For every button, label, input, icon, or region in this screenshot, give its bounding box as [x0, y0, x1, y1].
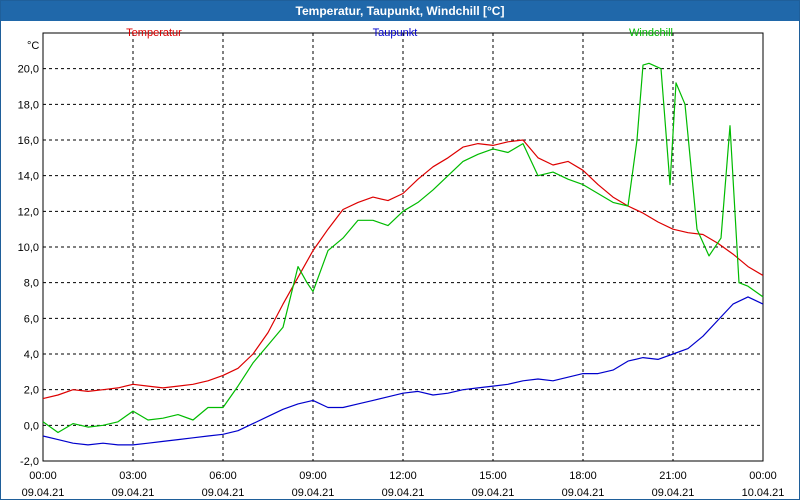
- y-tick-label: 16,0: [18, 135, 39, 147]
- x-tick-date-label: 09.04.21: [292, 487, 335, 499]
- x-tick-time-label: 06:00: [209, 470, 237, 482]
- y-tick-label: 12,0: [18, 206, 39, 218]
- series-line-temperatur: [42, 139, 764, 400]
- legend-temperatur: Temperatur: [126, 27, 182, 39]
- x-tick-date-label: 09.04.21: [472, 487, 515, 499]
- x-tick-date-label: 09.04.21: [112, 487, 155, 499]
- x-tick-date-label: 10.04.21: [742, 487, 785, 499]
- x-tick-time-label: 21:00: [659, 470, 687, 482]
- y-tick-label: 6,0: [24, 313, 39, 325]
- series-group: [42, 62, 764, 446]
- series-line-windchill: [42, 62, 764, 434]
- series-line-taupunkt: [42, 296, 764, 446]
- x-tick-time-label: 09:00: [299, 470, 327, 482]
- chart-canvas: °C Temperatur Taupunkt Windchill -2,0 0,0 2,…: [18, 27, 785, 499]
- x-tick-time-label: 03:00: [119, 470, 147, 482]
- x-tick-date-label: 09.04.21: [202, 487, 245, 499]
- y-axis: -2,0 0,0 2,0 4,0 6,0 8,0 10,0 12,0 14,0 16,0 18,0 2…: [18, 64, 39, 468]
- plot-area: [42, 32, 764, 462]
- x-tick-time-label: 12:00: [389, 470, 417, 482]
- x-tick-time-label: 00:00: [749, 470, 777, 482]
- y-tick-label: 2,0: [24, 385, 39, 397]
- y-tick-label: 20,0: [18, 64, 39, 76]
- x-tick-time-label: 18:00: [569, 470, 597, 482]
- legend: Temperatur Taupunkt Windchill: [126, 27, 673, 39]
- x-tick-date-label: 09.04.21: [382, 487, 425, 499]
- x-axis: 00:00 09.04.21 03:00 09.04.21 06:00 09.04.21 0…: [22, 470, 785, 499]
- y-tick-label: 10,0: [18, 242, 39, 254]
- legend-taupunkt: Taupunkt: [373, 27, 418, 39]
- grid: [43, 33, 763, 462]
- x-tick-date-label: 09.04.21: [562, 487, 605, 499]
- chart-title: Temperatur, Taupunkt, Windchill [°C]: [1, 1, 799, 21]
- y-axis-unit: °C: [27, 40, 39, 52]
- y-tick-label: 4,0: [24, 349, 39, 361]
- y-tick-label: 14,0: [18, 171, 39, 183]
- legend-windchill: Windchill: [629, 27, 673, 39]
- y-tick-label: 0,0: [24, 420, 39, 432]
- x-tick-date-label: 09.04.21: [652, 487, 695, 499]
- x-tick-time-label: 15:00: [479, 470, 507, 482]
- y-tick-label: 18,0: [18, 99, 39, 111]
- x-tick-time-label: 00:00: [29, 470, 57, 482]
- y-tick-label: 8,0: [24, 278, 39, 290]
- y-tick-label: -2,0: [20, 456, 39, 468]
- x-tick-date-label: 09.04.21: [22, 487, 65, 499]
